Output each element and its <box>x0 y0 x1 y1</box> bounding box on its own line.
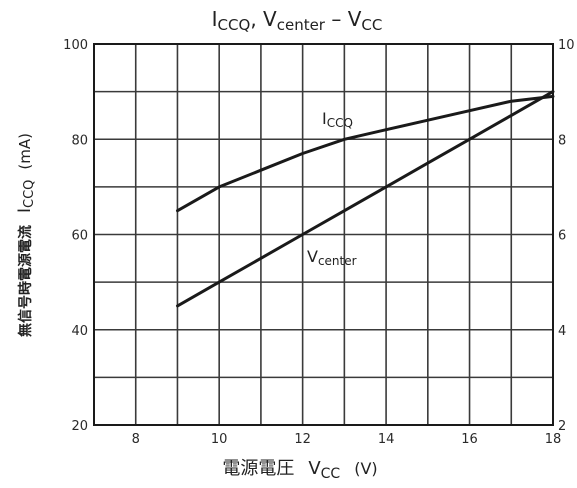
y-tick-label-left: 40 <box>71 324 88 339</box>
series-line-vcenter <box>176 90 555 308</box>
x-tick-label: 8 <box>132 432 140 447</box>
vcenter-sub: center <box>318 254 357 268</box>
y-tick-label-right: 8 <box>558 133 566 148</box>
xlabel-unit: (V) <box>354 459 377 478</box>
title-i: I <box>212 7 218 31</box>
y-tick-label-left: 100 <box>63 38 88 53</box>
y-tick-label-left: 20 <box>71 419 88 434</box>
ylabel-jp: 無信号時電源電流 <box>17 225 34 337</box>
series-label-iccq: ICCQ <box>322 109 353 130</box>
data-series <box>176 90 555 308</box>
plot-frame <box>93 43 554 426</box>
title-ccq-sub: CCQ <box>218 16 251 34</box>
tick-labels: 8 10 12 14 16 18 20 40 60 80 100 2 4 6 8 10 <box>63 38 574 447</box>
x-tick-label: 12 <box>294 432 311 447</box>
y-tick-label-left: 60 <box>71 229 88 244</box>
iccq-i: I <box>322 109 327 128</box>
title-center-sub: center <box>277 16 326 34</box>
y-tick-label-left: 80 <box>71 133 88 148</box>
title-sep: , V <box>250 7 277 31</box>
ylabel-unit: (mA) <box>16 133 34 170</box>
y-tick-label-right: 10 <box>558 38 575 53</box>
series-line-iccq <box>176 94 555 213</box>
vcenter-v: V <box>307 247 318 266</box>
y-axis-label-left: 無信号時電源電流 ICCQ (mA) <box>15 133 37 337</box>
x-tick-label: 10 <box>211 432 228 447</box>
y-tick-label-right: 6 <box>558 229 566 244</box>
title-cc-sub: CC <box>361 16 382 34</box>
ylabel-i: I <box>15 208 35 213</box>
y-tick-label-right: 4 <box>558 324 566 339</box>
x-tick-label: 18 <box>545 432 562 447</box>
y-tick-label-right: 2 <box>558 419 566 434</box>
x-axis-label: 電源電圧 VCC (V) <box>222 458 377 482</box>
xlabel-sub: CC <box>321 466 341 482</box>
title-dash: – V <box>325 7 362 31</box>
iccq-sub: CCQ <box>327 116 353 130</box>
ylabel-sub: CCQ <box>22 180 37 208</box>
xlabel-jp: 電源電圧 <box>222 458 294 479</box>
xlabel-v: V <box>308 458 321 479</box>
x-tick-label: 14 <box>378 432 395 447</box>
series-label-vcenter: Vcenter <box>307 247 357 268</box>
grid-lines <box>94 44 553 425</box>
x-tick-label: 16 <box>461 432 478 447</box>
chart-title: ICCQ, Vcenter – VCC <box>212 7 383 34</box>
